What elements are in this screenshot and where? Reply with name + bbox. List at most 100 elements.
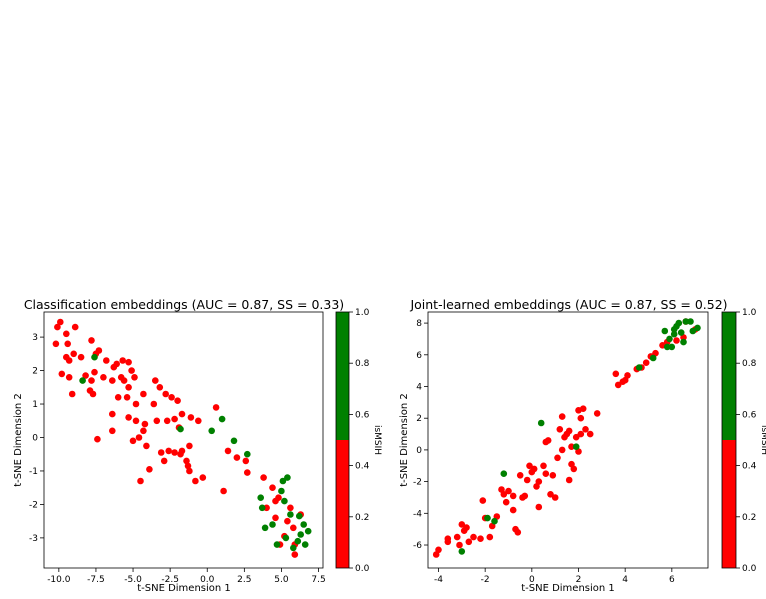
- colorbar-tick-label: 0.4: [355, 462, 370, 472]
- y-tick-label: 4: [416, 383, 422, 393]
- x-tick-label: 0.0: [200, 575, 215, 585]
- x-tick-label: 2.5: [237, 575, 251, 585]
- x-tick-label: -10.0: [47, 575, 71, 585]
- data-point-red: [95, 347, 103, 354]
- data-point-red: [502, 498, 510, 506]
- data-point-red: [184, 462, 192, 470]
- data-point-red: [109, 377, 116, 384]
- data-point-green: [663, 343, 671, 351]
- data-point-red: [57, 318, 64, 326]
- data-point-red: [113, 360, 120, 368]
- data-point-red: [178, 410, 186, 418]
- y-tick-label: 8: [416, 319, 422, 329]
- data-point-green: [269, 521, 276, 528]
- scatter-points: [432, 318, 701, 558]
- data-point-red: [137, 477, 144, 485]
- data-point-green: [258, 504, 266, 512]
- y-tick-label: -6: [413, 541, 422, 551]
- data-point-red: [140, 427, 147, 435]
- data-point-red: [109, 410, 116, 418]
- colorbar-tick-label: 1.0: [742, 308, 757, 318]
- y-tick-label: -3: [29, 534, 38, 544]
- data-point-red: [535, 503, 543, 511]
- x-axis-ticks: -4 -2 0 2 4 6: [434, 568, 675, 585]
- colorbar-low-segment: [722, 440, 736, 568]
- data-point-green: [297, 531, 305, 538]
- data-point-green: [300, 521, 308, 528]
- data-point-red: [165, 447, 172, 455]
- data-point-red: [542, 470, 550, 478]
- data-point-red: [435, 546, 442, 554]
- data-point-red: [141, 420, 149, 428]
- joint-learned-panel: Joint-learned embeddings (AUC = 0.87, SS…: [399, 297, 766, 594]
- data-point-red: [612, 370, 620, 378]
- data-point-red: [544, 437, 552, 444]
- data-point-green: [687, 318, 694, 325]
- y-tick-label: 3: [32, 333, 38, 343]
- y-axis-label: t-SNE Dimension 2: [13, 393, 24, 487]
- data-point-green: [680, 338, 687, 346]
- data-point-red: [463, 524, 470, 531]
- data-point-red: [558, 446, 566, 454]
- data-point-red: [291, 551, 299, 558]
- colorbar-tick-label: 0.2: [355, 513, 369, 523]
- data-point-green: [666, 335, 673, 343]
- data-point-red: [444, 535, 452, 542]
- plot-frame: [427, 311, 709, 569]
- data-point-red: [150, 400, 158, 408]
- data-point-red: [242, 457, 250, 465]
- data-point-red: [103, 357, 110, 364]
- data-point-red: [163, 417, 171, 425]
- data-point-red: [624, 372, 631, 379]
- data-point-green: [694, 324, 701, 332]
- data-point-red: [224, 447, 232, 455]
- data-point-red: [486, 533, 494, 541]
- y-tick-label: -2: [413, 478, 422, 488]
- data-point-red: [195, 417, 202, 425]
- y-tick-label: 0: [416, 446, 422, 456]
- data-point-red: [132, 400, 140, 408]
- data-point-red: [287, 504, 294, 512]
- data-point-green: [677, 329, 685, 336]
- data-point-red: [514, 529, 522, 536]
- data-point-red: [100, 374, 107, 381]
- data-point-red: [568, 443, 575, 451]
- data-point-red: [272, 514, 279, 522]
- data-point-green: [208, 427, 215, 435]
- data-point-green: [278, 487, 285, 495]
- data-point-red: [146, 466, 153, 473]
- colorbar: 0.0 0.2 0.4 0.6 0.8 1.0 isMSIH: [721, 308, 766, 574]
- data-point-red: [500, 491, 508, 498]
- y-axis-ticks: -3 -2 -1 0 1 2 3: [29, 333, 44, 544]
- data-point-red: [187, 414, 195, 421]
- y-axis-ticks: -6 -4 -2 0 2 4 6 8: [413, 319, 428, 551]
- x-tick-label: -7.5: [87, 575, 105, 585]
- data-point-green: [484, 514, 491, 522]
- data-point-red: [71, 323, 79, 331]
- data-point-red: [117, 374, 125, 381]
- x-tick-label: 5.0: [274, 575, 289, 585]
- data-point-red: [153, 417, 161, 425]
- colorbar-tick-label: 0.6: [742, 410, 757, 420]
- data-point-red: [58, 370, 66, 378]
- data-point-green: [284, 474, 291, 481]
- data-point-red: [530, 465, 538, 473]
- y-tick-label: 2: [416, 414, 422, 424]
- data-point-red: [125, 414, 132, 421]
- data-point-red: [109, 427, 116, 435]
- data-point-green: [661, 327, 669, 335]
- data-point-red: [547, 491, 554, 498]
- data-point-red: [82, 372, 89, 379]
- data-point-green: [649, 354, 657, 362]
- y-tick-label: 2: [32, 367, 38, 377]
- data-point-green: [458, 548, 466, 555]
- data-point-red: [199, 474, 207, 481]
- data-point-red: [570, 465, 578, 473]
- data-point-red: [509, 492, 517, 500]
- data-point-green: [287, 511, 294, 518]
- data-point-red: [135, 434, 143, 441]
- x-tick-label: -2: [481, 575, 490, 585]
- y-tick-label: -1: [29, 467, 38, 477]
- data-point-red: [64, 340, 71, 348]
- data-point-red: [70, 350, 77, 358]
